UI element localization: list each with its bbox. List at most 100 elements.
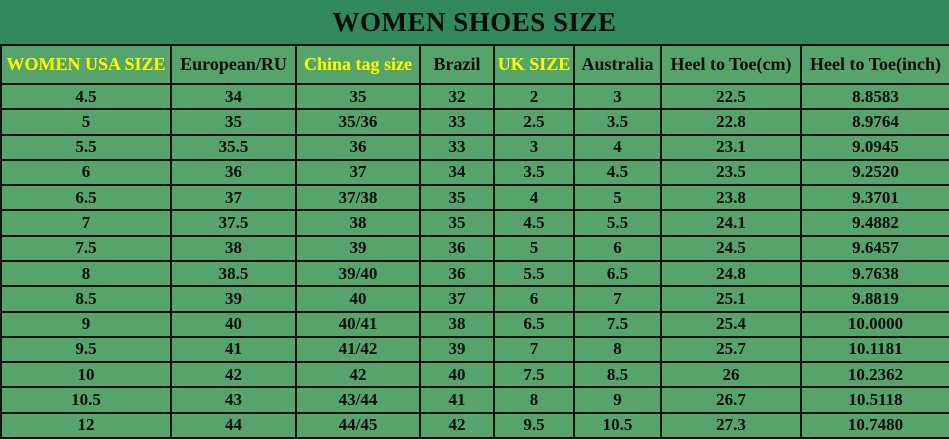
column-header-brazil: Brazil — [419, 44, 495, 85]
table-cell: 10.5 — [573, 411, 662, 439]
table-cell: 38 — [419, 310, 495, 338]
table-cell: 9.0945 — [800, 133, 949, 161]
table-cell: 37.5 — [170, 209, 297, 237]
table-cell: 39 — [295, 234, 421, 262]
table-cell: 35 — [419, 184, 495, 212]
table-cell: 4.5 — [0, 82, 172, 111]
table-cell: 25.7 — [660, 335, 802, 364]
table-cell: 2 — [493, 82, 575, 111]
table-cell: 38 — [295, 209, 421, 237]
table-row: 10.5 43 43/44 41 8 9 26.7 10.5118 — [0, 386, 949, 414]
table-cell: 10.0000 — [800, 310, 949, 338]
table-cell: 35/36 — [295, 108, 421, 136]
table-cell: 9.3701 — [800, 184, 949, 212]
table-cell: 36 — [170, 158, 297, 187]
table-cell: 26 — [660, 361, 802, 389]
table-row: 4.5 34 35 32 2 3 22.5 8.8583 — [0, 82, 949, 111]
table-cell: 3 — [493, 133, 575, 161]
table-cell: 6 — [0, 158, 172, 187]
table-cell: 6.5 — [0, 184, 172, 212]
table-cell: 6 — [573, 234, 662, 262]
table-row: 10 42 42 40 7.5 8.5 26 10.2362 — [0, 361, 949, 389]
table-cell: 8.5 — [573, 361, 662, 389]
table-cell: 44 — [170, 411, 297, 439]
table-cell: 34 — [170, 82, 297, 111]
table-cell: 25.4 — [660, 310, 802, 338]
table-cell: 9.8819 — [800, 285, 949, 313]
page-title: WOMEN SHOES SIZE — [332, 6, 617, 37]
table-cell: 32 — [419, 82, 495, 111]
table-cell: 6 — [493, 285, 575, 313]
column-header-european-ru: European/RU — [170, 44, 297, 85]
table-cell: 5.5 — [0, 133, 172, 161]
table-cell: 33 — [419, 133, 495, 161]
table-row: 7.5 38 39 36 5 6 24.5 9.6457 — [0, 234, 949, 262]
table-cell: 5 — [0, 108, 172, 136]
table-cell: 10.5118 — [800, 386, 949, 414]
table-cell: 40 — [295, 285, 421, 313]
table-cell: 34 — [419, 158, 495, 187]
table-cell: 4.5 — [573, 158, 662, 187]
table-cell: 22.5 — [660, 82, 802, 111]
table-row: 7 37.5 38 35 4.5 5.5 24.1 9.4882 — [0, 209, 949, 237]
table-cell: 9.5 — [493, 411, 575, 439]
table-row: 9.5 41 41/42 39 7 8 25.7 10.1181 — [0, 335, 949, 364]
table-row: 5.5 35.5 36 33 3 4 23.1 9.0945 — [0, 133, 949, 161]
size-table-body: 4.5 34 35 32 2 3 22.5 8.8583 5 35 35/36 33 2.5 3.5 22.… — [0, 82, 949, 439]
table-cell: 6.5 — [493, 310, 575, 338]
table-cell: 5.5 — [573, 209, 662, 237]
table-cell: 36 — [419, 259, 495, 288]
table-cell: 7 — [0, 209, 172, 237]
table-cell: 39/40 — [295, 259, 421, 288]
table-cell: 42 — [419, 411, 495, 439]
table-cell: 4 — [573, 133, 662, 161]
table-cell: 10.2362 — [800, 361, 949, 389]
table-cell: 9 — [573, 386, 662, 414]
table-cell: 24.1 — [660, 209, 802, 237]
table-cell: 7.5 — [573, 310, 662, 338]
table-cell: 10.7480 — [800, 411, 949, 439]
table-cell: 9.2520 — [800, 158, 949, 187]
table-cell: 7 — [493, 335, 575, 364]
table-cell: 36 — [295, 133, 421, 161]
column-header-australia: Australia — [573, 44, 662, 85]
title-band: WOMEN SHOES SIZE — [0, 0, 949, 44]
table-cell: 3.5 — [493, 158, 575, 187]
table-cell: 40 — [419, 361, 495, 389]
table-cell: 35 — [170, 108, 297, 136]
table-cell: 33 — [419, 108, 495, 136]
table-cell: 42 — [170, 361, 297, 389]
table-row: 5 35 35/36 33 2.5 3.5 22.8 8.9764 — [0, 108, 949, 136]
table-cell: 37 — [170, 184, 297, 212]
table-cell: 4 — [493, 184, 575, 212]
table-cell: 40 — [170, 310, 297, 338]
column-header-women-usa-size: WOMEN USA SIZE — [0, 44, 172, 85]
table-cell: 41 — [419, 386, 495, 414]
table-cell: 9.5 — [0, 335, 172, 364]
table-row: 12 44 44/45 42 9.5 10.5 27.3 10.7480 — [0, 411, 949, 439]
table-cell: 38.5 — [170, 259, 297, 288]
table-cell: 38 — [170, 234, 297, 262]
table-cell: 23.5 — [660, 158, 802, 187]
column-header-uk-size: UK SIZE — [493, 44, 575, 85]
table-cell: 36 — [419, 234, 495, 262]
table-cell: 24.5 — [660, 234, 802, 262]
table-cell: 5 — [573, 184, 662, 212]
table-cell: 8 — [573, 335, 662, 364]
table-cell: 24.8 — [660, 259, 802, 288]
table-cell: 3 — [573, 82, 662, 111]
table-cell: 9.6457 — [800, 234, 949, 262]
table-row: 9 40 40/41 38 6.5 7.5 25.4 10.0000 — [0, 310, 949, 338]
column-header-heel-to-toe-cm-: Heel to Toe(cm) — [660, 44, 802, 85]
table-cell: 23.1 — [660, 133, 802, 161]
table-cell: 22.8 — [660, 108, 802, 136]
table-cell: 41/42 — [295, 335, 421, 364]
table-cell: 37/38 — [295, 184, 421, 212]
table-cell: 2.5 — [493, 108, 575, 136]
table-cell: 42 — [295, 361, 421, 389]
table-cell: 26.7 — [660, 386, 802, 414]
size-table-head: WOMEN USA SIZE European/RU China tag size B… — [0, 44, 949, 85]
table-cell: 27.3 — [660, 411, 802, 439]
table-cell: 9.7638 — [800, 259, 949, 288]
